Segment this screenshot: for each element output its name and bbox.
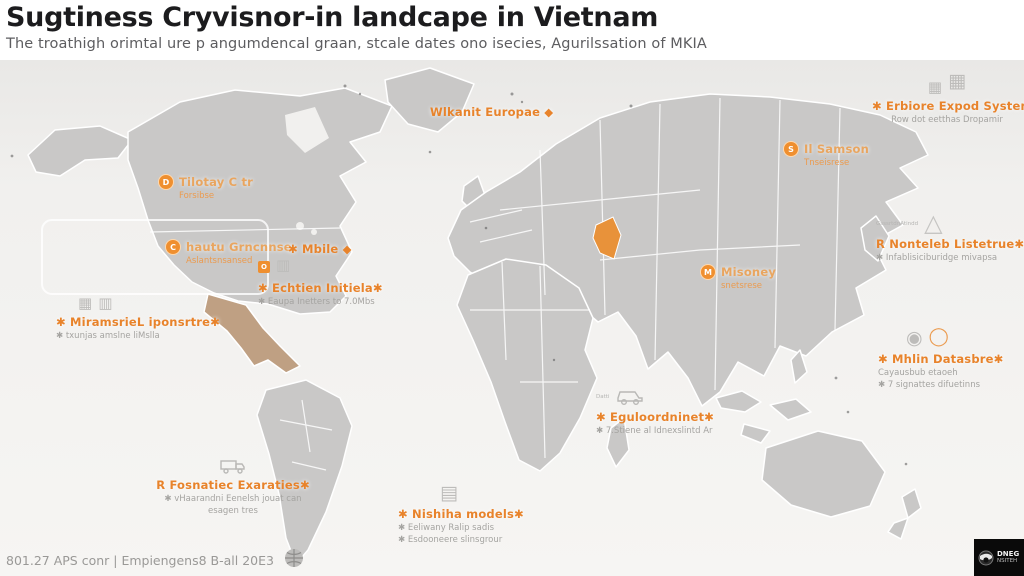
- badge-icon: S: [783, 141, 799, 157]
- land-alaska: [27, 125, 133, 177]
- marker-subtitle: Forsibse: [179, 191, 215, 201]
- marker-title: ✱ Erbiore Expod Systeme✱: [872, 99, 1024, 113]
- marker-subtitle: snetsrese: [721, 281, 763, 291]
- marker-title: Il Samson: [804, 142, 869, 156]
- marker-title: ✱ Eguloordninet✱: [596, 410, 715, 424]
- jeep-icon: [617, 391, 644, 405]
- marker-subtitle: Aslantsnsansed: [186, 256, 253, 266]
- marker-subtitle: ✱ 7.Stiene al Idnexslintd Ar: [596, 426, 713, 436]
- map-marker-miramsriel: ▦ ▥ ✱ MiramsrieL iponsrtre✱ ✱ txunjas am…: [56, 294, 221, 342]
- land-new-zealand-s: [887, 517, 909, 540]
- map-marker-echtien: O ▥ ✱ Echtien Initiela✱ ✱ Eaupa Inetters…: [258, 258, 383, 307]
- map-marker-nonteleb: GsssrtdnAtindd △ R Nonteleb Listetrue✱ ✱…: [876, 209, 1024, 264]
- badge-icon: C: [165, 239, 181, 255]
- brand-name: DNEG: [997, 550, 1020, 558]
- land-australia: [761, 430, 886, 518]
- land-indonesia-3: [740, 423, 771, 444]
- marker-title: hautu Grncnnse: [186, 240, 292, 254]
- marker-title: R Nonteleb Listetrue✱: [876, 237, 1024, 252]
- land-madagascar: [606, 417, 630, 468]
- marker-title: Wlkanit Europae ◆: [430, 105, 554, 119]
- badge-icon: D: [158, 174, 174, 190]
- map-marker-tilotay: D Tilotay C tr Forsibse: [158, 174, 254, 201]
- land-south-america: [256, 379, 353, 565]
- land-greenland: [384, 67, 475, 133]
- building-icon: ▦: [927, 78, 943, 96]
- signboard-icon: ▤: [440, 482, 458, 504]
- globe-icon: [285, 549, 303, 567]
- world-map: [0, 60, 1024, 576]
- marker-subtitle: Cayausbub etaoeh: [878, 368, 958, 378]
- marker-subtitle: ✱ vHaarandni Eenelsh jouat can: [164, 494, 302, 504]
- region-highlight-orange: [592, 216, 622, 260]
- land-indonesia-1: [715, 390, 762, 413]
- brand-logo-box: DNEG NSITEH: [974, 539, 1024, 576]
- land-indonesia-2: [769, 398, 812, 421]
- land-new-zealand-n: [901, 488, 922, 519]
- map-marker-hautu: C hautu Grncnnse Aslantsnsansed: [165, 239, 292, 266]
- map-marker-eguloord: Datti ✱ Eguloordninet✱ ✱ 7.Stiene al Idn…: [596, 388, 714, 436]
- marker-subtitle: ✱ Infablisiciburidge mivapsa: [876, 253, 998, 264]
- globe-icon: ◉: [906, 327, 923, 349]
- land-japan: [860, 215, 890, 262]
- marker-subtitle: ✱ txunjas amslne liMslla: [56, 331, 160, 341]
- brand-tagline: NSITEH: [997, 558, 1018, 565]
- jeep-caption: Datti: [596, 394, 610, 400]
- map-marker-wlkanit: Wlkanit Europae ◆: [430, 105, 553, 119]
- marker-title: Misoney: [721, 265, 777, 279]
- warning-triangle-icon: △: [924, 209, 943, 237]
- marker-subtitle: ✱ Eeliwany Ralip sadis: [398, 523, 494, 533]
- marker-subtitle: ✱ Eaupa Inetters to 7.0Mbs: [258, 297, 375, 307]
- water-great-lake-2: [311, 229, 317, 235]
- footer-credit: 801.27 APS conr | Empiengens8 B-all 20E3: [6, 553, 274, 568]
- marker-title: ✱ Nishiha models✱: [398, 507, 524, 521]
- marker-title: ✱ Mbile ◆: [288, 242, 352, 256]
- map-marker-erbiore: ▦ ▦ ✱ Erbiore Expod Systeme✱ Row dot eet…: [872, 70, 1024, 126]
- map-marker-fosnatiec: R Fosnatiec Exaraties✱ ✱ vHaarandni Eene…: [128, 458, 338, 516]
- triangle-caption: GsssrtdnAtindd: [876, 220, 919, 227]
- marker-subtitle: ✱ Esdooneere slinsgrour: [398, 535, 503, 545]
- marker-subtitle: Tnseisrese: [804, 158, 850, 168]
- marker-title: R Fosnatiec Exaraties✱: [156, 478, 310, 492]
- header: Sugtiness Cryvisnor-in landcape in Vietn…: [0, 0, 1024, 60]
- page-subtitle: The troathigh orimtal ure p angumdencal …: [6, 36, 707, 52]
- marker-title: ✱ Echtien Initiela✱: [258, 281, 383, 295]
- bulb-icon: ◯: [928, 326, 949, 347]
- map-marker-mhlin: ◉ ◯ ✱ Mhlin Datasbre✱ Cayausbub etaoeh ✱…: [878, 326, 1004, 391]
- map-marker-mbile: ✱ Mbile ◆: [288, 242, 352, 256]
- server-icon: ▦: [948, 70, 967, 92]
- land-africa: [456, 258, 598, 472]
- factory-icon: ▦: [78, 294, 93, 312]
- marker-title: ✱ MiramsrieL iponsrtre✱: [56, 315, 221, 329]
- page-title: Sugtiness Cryvisnor-in landcape in Vietn…: [6, 2, 659, 33]
- marker-subtitle: Row dot eetthas Dropamir: [891, 115, 1003, 125]
- water-hudson-bay: [285, 107, 329, 153]
- usa-highlight-outline: [41, 219, 269, 295]
- plant-icon: ▥: [98, 294, 113, 312]
- marker-subtitle: ✱ 7 signattes difuetinns: [878, 380, 981, 390]
- land-philippines: [790, 349, 808, 384]
- truck-icon: [220, 460, 245, 474]
- marker-subtitle: esagen tres: [208, 506, 258, 516]
- robot-icon: ▥: [276, 256, 291, 274]
- marker-title: Tilotay C tr: [179, 175, 254, 189]
- marker-title: ✱ Mhlin Datasbre✱: [878, 352, 1004, 366]
- water-great-lake-1: [296, 222, 304, 230]
- badge-icon: M: [700, 264, 716, 280]
- land-mexico-central-america: [203, 293, 301, 374]
- brand-globe-icon: [978, 550, 994, 565]
- chip-badge-icon: O: [258, 261, 270, 273]
- map-marker-misoney: M Misoney snetsrese: [700, 264, 777, 291]
- map-marker-samson: S Il Samson Tnseisrese: [783, 141, 869, 168]
- map-marker-nishiha: ▤ ✱ Nishiha models✱ ✱ Eeliwany Ralip sad…: [398, 482, 524, 546]
